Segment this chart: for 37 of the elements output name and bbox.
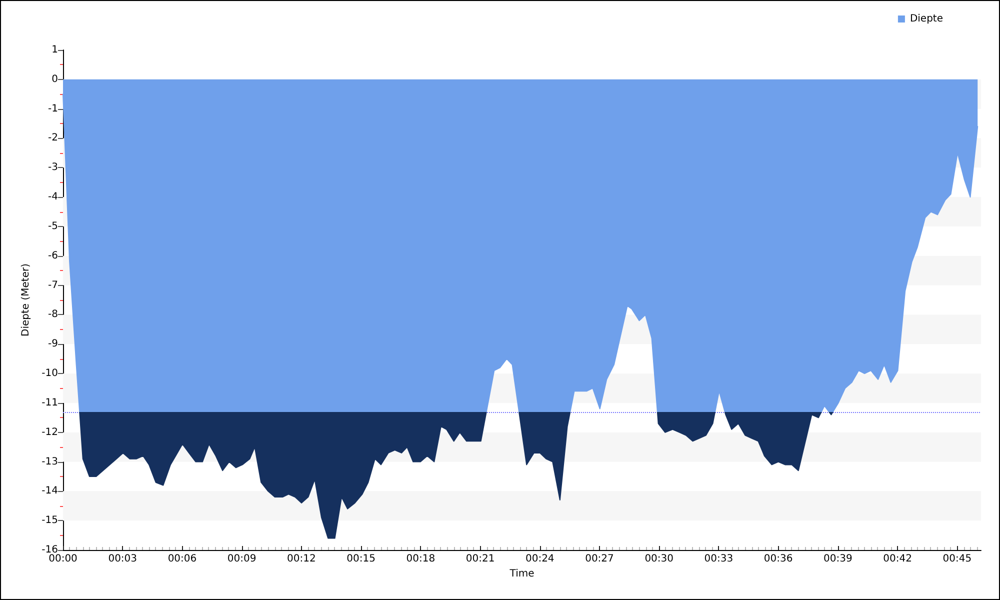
x-tick-label: 00:24 — [525, 554, 554, 564]
y-axis-title: Diepte (Meter) — [20, 263, 32, 336]
y-tick-label: 1 — [52, 44, 58, 56]
legend-label: Diepte — [910, 14, 944, 24]
x-tick-label: 00:06 — [168, 554, 197, 564]
y-tick-label: -3 — [48, 162, 58, 174]
y-tick-label: -14 — [42, 486, 58, 497]
y-tick-label: -11 — [42, 397, 58, 408]
y-tick-label: -12 — [42, 426, 58, 438]
x-tick-label: 00:42 — [883, 554, 912, 564]
x-tick-label: 00:15 — [346, 554, 376, 564]
x-tick-label: 00:00 — [48, 554, 78, 564]
y-tick-label: -10 — [42, 368, 58, 380]
y-tick-label: -16 — [42, 544, 58, 556]
x-tick-label: 00:03 — [108, 554, 138, 564]
x-tick-label: 00:12 — [287, 554, 316, 564]
y-tick-label: -13 — [42, 456, 58, 468]
y-tick-label: -7 — [48, 280, 58, 291]
x-tick-label: 00:09 — [227, 554, 256, 564]
y-tick-label: -2 — [48, 132, 58, 144]
y-tick-label: -1 — [48, 103, 58, 114]
y-tick-label: -8 — [48, 309, 58, 320]
y-tick-label: -9 — [48, 338, 58, 350]
x-tick-label: 00:45 — [942, 554, 972, 564]
y-tick-label: -15 — [42, 515, 58, 526]
x-tick-label: 00:27 — [585, 554, 614, 564]
y-tick-label: -6 — [48, 250, 58, 262]
x-tick-label: 00:21 — [466, 554, 495, 564]
x-tick-label: 00:30 — [644, 554, 674, 564]
x-axis-title: Time — [508, 568, 534, 580]
y-tick-label: 0 — [52, 74, 58, 85]
x-tick-label: 00:39 — [824, 554, 852, 564]
x-tick-label: 00:33 — [704, 554, 734, 564]
x-tick-label: 00:18 — [406, 554, 436, 564]
x-tick-label: 00:36 — [764, 554, 793, 564]
y-tick-label: -4 — [48, 192, 58, 203]
y-tick-label: -5 — [48, 220, 58, 232]
